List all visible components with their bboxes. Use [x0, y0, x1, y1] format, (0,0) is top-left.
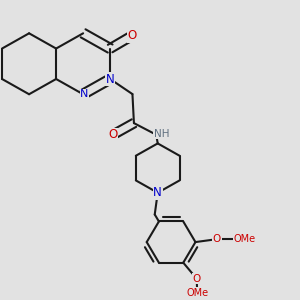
- Text: O: O: [128, 29, 137, 42]
- Text: N: N: [80, 89, 88, 99]
- Text: OMe: OMe: [233, 234, 255, 244]
- Text: OMe: OMe: [186, 288, 208, 298]
- Text: N: N: [106, 73, 115, 85]
- Text: O: O: [213, 234, 221, 244]
- Text: N: N: [153, 186, 162, 199]
- Text: O: O: [109, 128, 118, 141]
- Text: NH: NH: [154, 129, 169, 139]
- Text: O: O: [193, 274, 201, 284]
